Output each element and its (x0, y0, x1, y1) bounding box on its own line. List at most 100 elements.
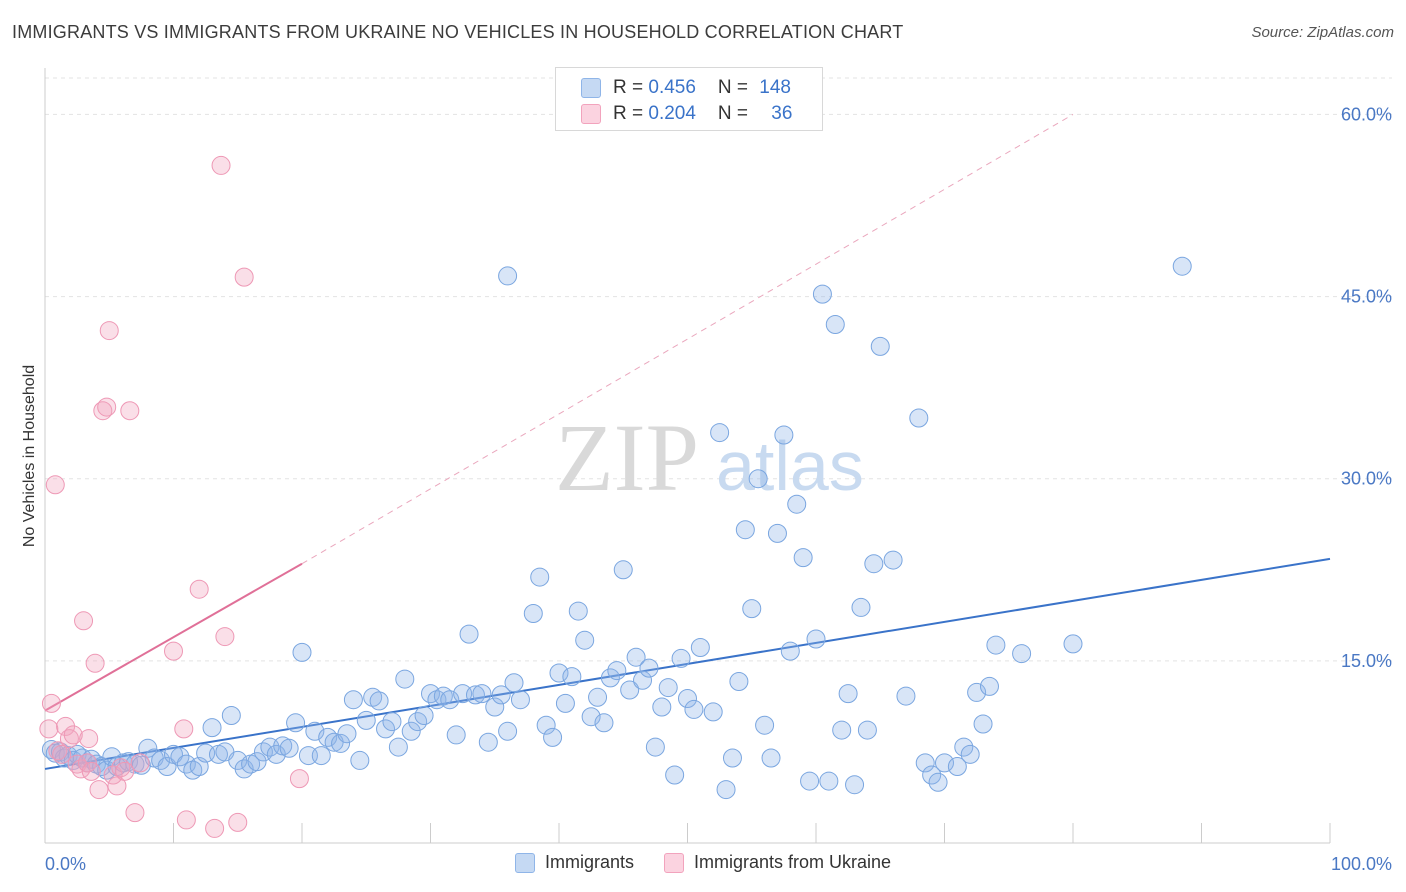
series-swatch-ukraine (663, 852, 684, 873)
trend-line-ukraine (44, 562, 303, 712)
point-immigrants (652, 697, 672, 717)
point-immigrants (748, 469, 768, 489)
trend-line-ukraine-extension (301, 113, 1074, 565)
point-immigrants (671, 648, 691, 668)
point-immigrants (851, 597, 871, 617)
point-immigrants (498, 721, 518, 741)
y-axis-label: No Vehicles in Household (21, 365, 38, 547)
point-immigrants (613, 560, 633, 580)
point-immigrants (954, 737, 974, 757)
source-label: Source: ZipAtlas.com (1251, 24, 1394, 41)
point-ukraine (176, 810, 196, 830)
point-immigrants (530, 567, 550, 587)
point-immigrants (568, 601, 588, 621)
point-immigrants (838, 684, 858, 704)
point-immigrants (279, 738, 299, 758)
trend-line-immigrants (44, 557, 1331, 770)
y-tick-label: 30.0% (1341, 469, 1392, 489)
point-immigrants (928, 772, 948, 792)
point-ukraine (289, 769, 309, 789)
point-immigrants (729, 672, 749, 691)
point-immigrants (658, 678, 678, 698)
correlation-legend: R = 0.456 N = 148 R = 0.204 N = 36 (555, 67, 823, 131)
legend-r-value: 0.456 (648, 77, 696, 98)
point-immigrants (767, 523, 787, 543)
y-tick-label: 15.0% (1341, 651, 1392, 671)
point-immigrants (967, 682, 987, 702)
point-immigrants (485, 697, 505, 717)
point-immigrants (478, 732, 498, 752)
point-ukraine (115, 761, 135, 781)
point-immigrants (870, 336, 890, 356)
point-immigrants (819, 771, 839, 791)
point-ukraine (89, 780, 109, 800)
point-immigrants (337, 724, 357, 744)
point-immigrants (369, 691, 389, 711)
point-immigrants (498, 266, 518, 286)
point-ukraine (174, 719, 194, 739)
point-ukraine (41, 693, 61, 713)
watermark: ZIP atlas (555, 404, 864, 511)
point-immigrants (832, 720, 852, 740)
point-ukraine (228, 812, 248, 832)
point-immigrants (755, 715, 775, 735)
point-immigrants (774, 425, 794, 445)
series-legend: Immigrants Immigrants from Ukraine (0, 852, 1406, 873)
point-ukraine (45, 475, 65, 495)
point-immigrants (864, 554, 884, 574)
point-immigrants (170, 747, 190, 767)
legend-row-ukraine: R = 0.204 N = 36 (581, 102, 792, 126)
point-immigrants (491, 685, 511, 705)
point-immigrants (678, 689, 697, 708)
point-immigrants (883, 550, 903, 570)
point-ukraine (79, 729, 99, 749)
point-immigrants (742, 599, 762, 619)
point-ukraine (205, 818, 225, 838)
point-immigrants (388, 737, 408, 757)
point-ukraine (85, 653, 105, 673)
point-immigrants (915, 753, 935, 773)
point-immigrants (523, 604, 543, 623)
tick-labels: 15.0% 30.0% 45.0% 60.0% 0.0% 100.0% (45, 104, 1392, 874)
point-immigrants (343, 690, 363, 710)
point-immigrants (202, 718, 222, 738)
y-tick-label: 45.0% (1341, 287, 1392, 307)
point-immigrants (1172, 256, 1192, 276)
point-ukraine (211, 155, 231, 175)
point-ukraine (107, 776, 127, 796)
axes (44, 68, 1331, 844)
point-immigrants (845, 775, 865, 795)
point-immigrants (446, 725, 466, 745)
series-legend-ukraine: Immigrants from Ukraine (663, 852, 891, 873)
point-immigrants (395, 669, 415, 689)
point-immigrants (922, 765, 942, 785)
legend-r-label: R = (613, 77, 649, 98)
point-immigrants (247, 752, 267, 772)
point-immigrants (639, 658, 659, 678)
data-points (39, 155, 1192, 838)
x-tick-label: 100.0% (1331, 854, 1392, 874)
point-immigrants (594, 713, 614, 733)
chart-title: IMMIGRANTS VS IMMIGRANTS FROM UKRAINE NO… (12, 22, 904, 42)
point-immigrants (684, 699, 704, 719)
watermark-atlas: atlas (716, 427, 864, 505)
point-ukraine (125, 803, 145, 823)
point-ukraine (39, 719, 59, 739)
point-immigrants (356, 710, 376, 730)
legend-row-immigrants: R = 0.456 N = 148 (581, 76, 791, 100)
point-immigrants (382, 712, 402, 732)
point-ukraine (120, 401, 140, 421)
point-immigrants (305, 721, 325, 741)
point-immigrants (465, 685, 485, 705)
point-immigrants (787, 494, 807, 514)
point-immigrants (562, 667, 582, 687)
point-immigrants (947, 757, 967, 776)
point-immigrants (376, 719, 396, 739)
point-immigrants (543, 727, 563, 747)
point-immigrants (286, 713, 306, 733)
point-immigrants (363, 687, 383, 707)
point-immigrants (806, 629, 826, 649)
point-ukraine (93, 401, 113, 421)
point-immigrants (440, 690, 460, 710)
